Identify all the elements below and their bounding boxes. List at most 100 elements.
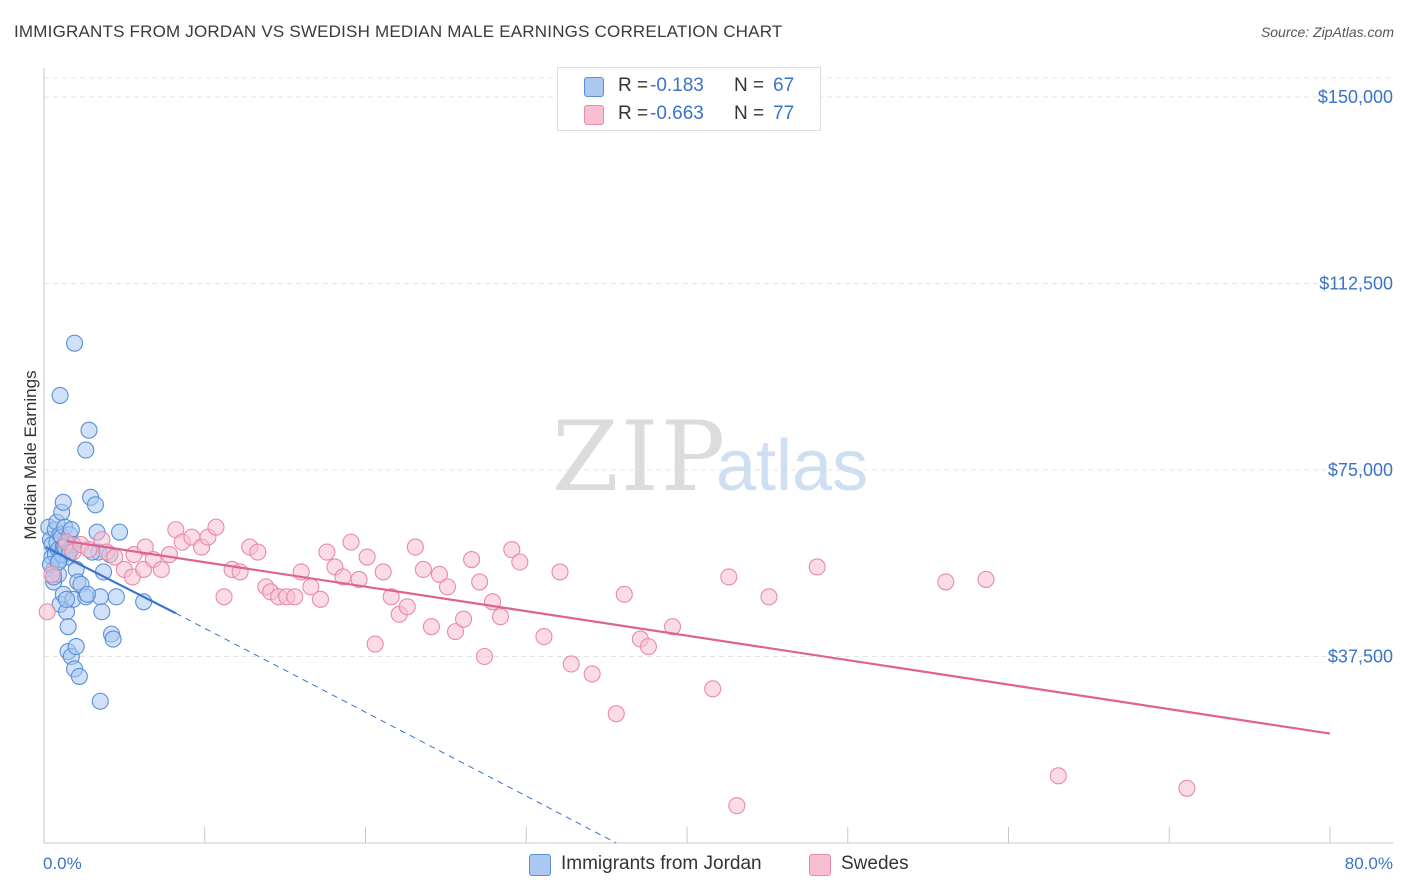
y-tick-label: $150,000 (1318, 87, 1393, 107)
y-tick-label: $75,000 (1328, 460, 1393, 480)
jordan-point (77, 441, 95, 459)
swedes-point (160, 545, 178, 564)
x-tick-label-max: 80.0% (1345, 854, 1393, 873)
swedes-point (382, 588, 400, 606)
swedes-point (760, 588, 778, 606)
swedes-point (207, 518, 225, 536)
legend-row-swedes: R = -0.663 N = 77 (558, 100, 820, 128)
swedes-point (286, 588, 304, 606)
swedes-point (311, 590, 330, 608)
swedes-point (422, 618, 440, 636)
swedes-point (366, 635, 384, 653)
legend-swatch-blue (584, 77, 604, 97)
swedes-point (350, 570, 368, 588)
bottom-legend-swatch-blue (529, 854, 551, 876)
jordan-point (54, 493, 72, 511)
swedes-trend-line (66, 540, 1331, 735)
jordan-point (86, 496, 104, 514)
jordan-point (111, 523, 129, 541)
watermark-atlas: atlas (716, 426, 868, 506)
jordan-point (57, 590, 76, 608)
swedes-point (430, 565, 448, 583)
y-axis-title: Median Male Earnings (21, 370, 40, 539)
legend-r-label: R = (618, 103, 649, 124)
axis-layer: $37,500 $75,000 $112,500 $150,000 (43, 68, 1393, 844)
swedes-point (1178, 779, 1196, 797)
chart-title: IMMIGRANTS FROM JORDAN VS SWEDISH MEDIAN… (14, 22, 783, 41)
source-credit: Source: ZipAtlas.com (1260, 24, 1394, 40)
swedes-point (374, 563, 392, 581)
bottom-legend-label: Immigrants from Jordan (561, 853, 762, 874)
swedes-point (511, 553, 529, 571)
swedes-point (215, 588, 233, 606)
jordan-point (67, 638, 85, 656)
watermark: ZIP atlas (552, 401, 868, 513)
swedes-point (406, 538, 424, 556)
y-tick-label: $37,500 (1328, 647, 1393, 667)
jordan-trend-line (45, 546, 177, 615)
bottom-legend-label: Swedes (841, 853, 909, 874)
swedes-point (977, 570, 995, 588)
swedes-point (491, 608, 510, 626)
swedes-point (318, 543, 336, 561)
jordan-point (93, 603, 111, 621)
swedes-point (937, 573, 955, 591)
watermark-zip: ZIP (552, 401, 727, 513)
swedes-point (615, 585, 633, 603)
jordan-point (59, 618, 77, 636)
x-tick-label-min: 0.0% (43, 854, 82, 873)
jordan-trend-extension (175, 612, 617, 844)
swedes-point (503, 541, 521, 559)
swedes-point (414, 560, 432, 579)
swedes-point (535, 628, 553, 646)
swedes-point (808, 558, 826, 576)
jordan-point (107, 588, 125, 606)
swedes-point (663, 618, 682, 636)
swedes-point (583, 665, 601, 683)
legend-n-value: 77 (773, 103, 795, 124)
swedes-point (152, 560, 170, 579)
legend-n-label: N = (734, 75, 765, 96)
swedes-point (551, 563, 569, 581)
correlation-legend: R = -0.183 N = 67 R = -0.663 N = 77 (557, 67, 821, 131)
jordan-point (65, 334, 84, 352)
trend-layer (45, 540, 1331, 844)
swedes-point (720, 568, 738, 586)
swedes-point (38, 603, 56, 621)
swedes-point (562, 655, 580, 673)
swedes-point (136, 538, 154, 556)
legend-swatch-pink (584, 105, 604, 125)
swedes-point (471, 573, 489, 591)
swedes-point (475, 647, 494, 666)
swedes-point (639, 638, 657, 656)
legend-n-label: N = (734, 103, 765, 124)
points-layer (38, 334, 1196, 815)
swedes-point (728, 797, 746, 815)
legend-r-label: R = (618, 75, 649, 96)
swedes-point (249, 543, 267, 561)
y-tick-label: $112,500 (1319, 274, 1393, 294)
swedes-point (463, 550, 481, 569)
swedes-point (704, 680, 722, 698)
legend-row-jordan: R = -0.183 N = 67 (558, 72, 820, 100)
swedes-point (455, 610, 473, 628)
swedes-point (43, 565, 61, 583)
swedes-point (342, 533, 360, 551)
swedes-point (358, 548, 376, 566)
swedes-point (446, 623, 465, 641)
jordan-point (51, 386, 69, 404)
swedes-point (607, 705, 625, 723)
jordan-point (78, 585, 96, 603)
jordan-point (104, 630, 122, 648)
legend-r-value: -0.183 (650, 75, 704, 96)
jordan-point (70, 667, 88, 685)
bottom-legend-swatch-pink (809, 854, 831, 876)
jordan-point (80, 421, 98, 439)
legend-r-value: -0.663 (650, 103, 704, 124)
swedes-point (438, 578, 457, 596)
jordan-point (91, 692, 109, 710)
swedes-point (398, 598, 416, 616)
legend-n-value: 67 (773, 75, 795, 96)
swedes-point (1049, 767, 1067, 785)
